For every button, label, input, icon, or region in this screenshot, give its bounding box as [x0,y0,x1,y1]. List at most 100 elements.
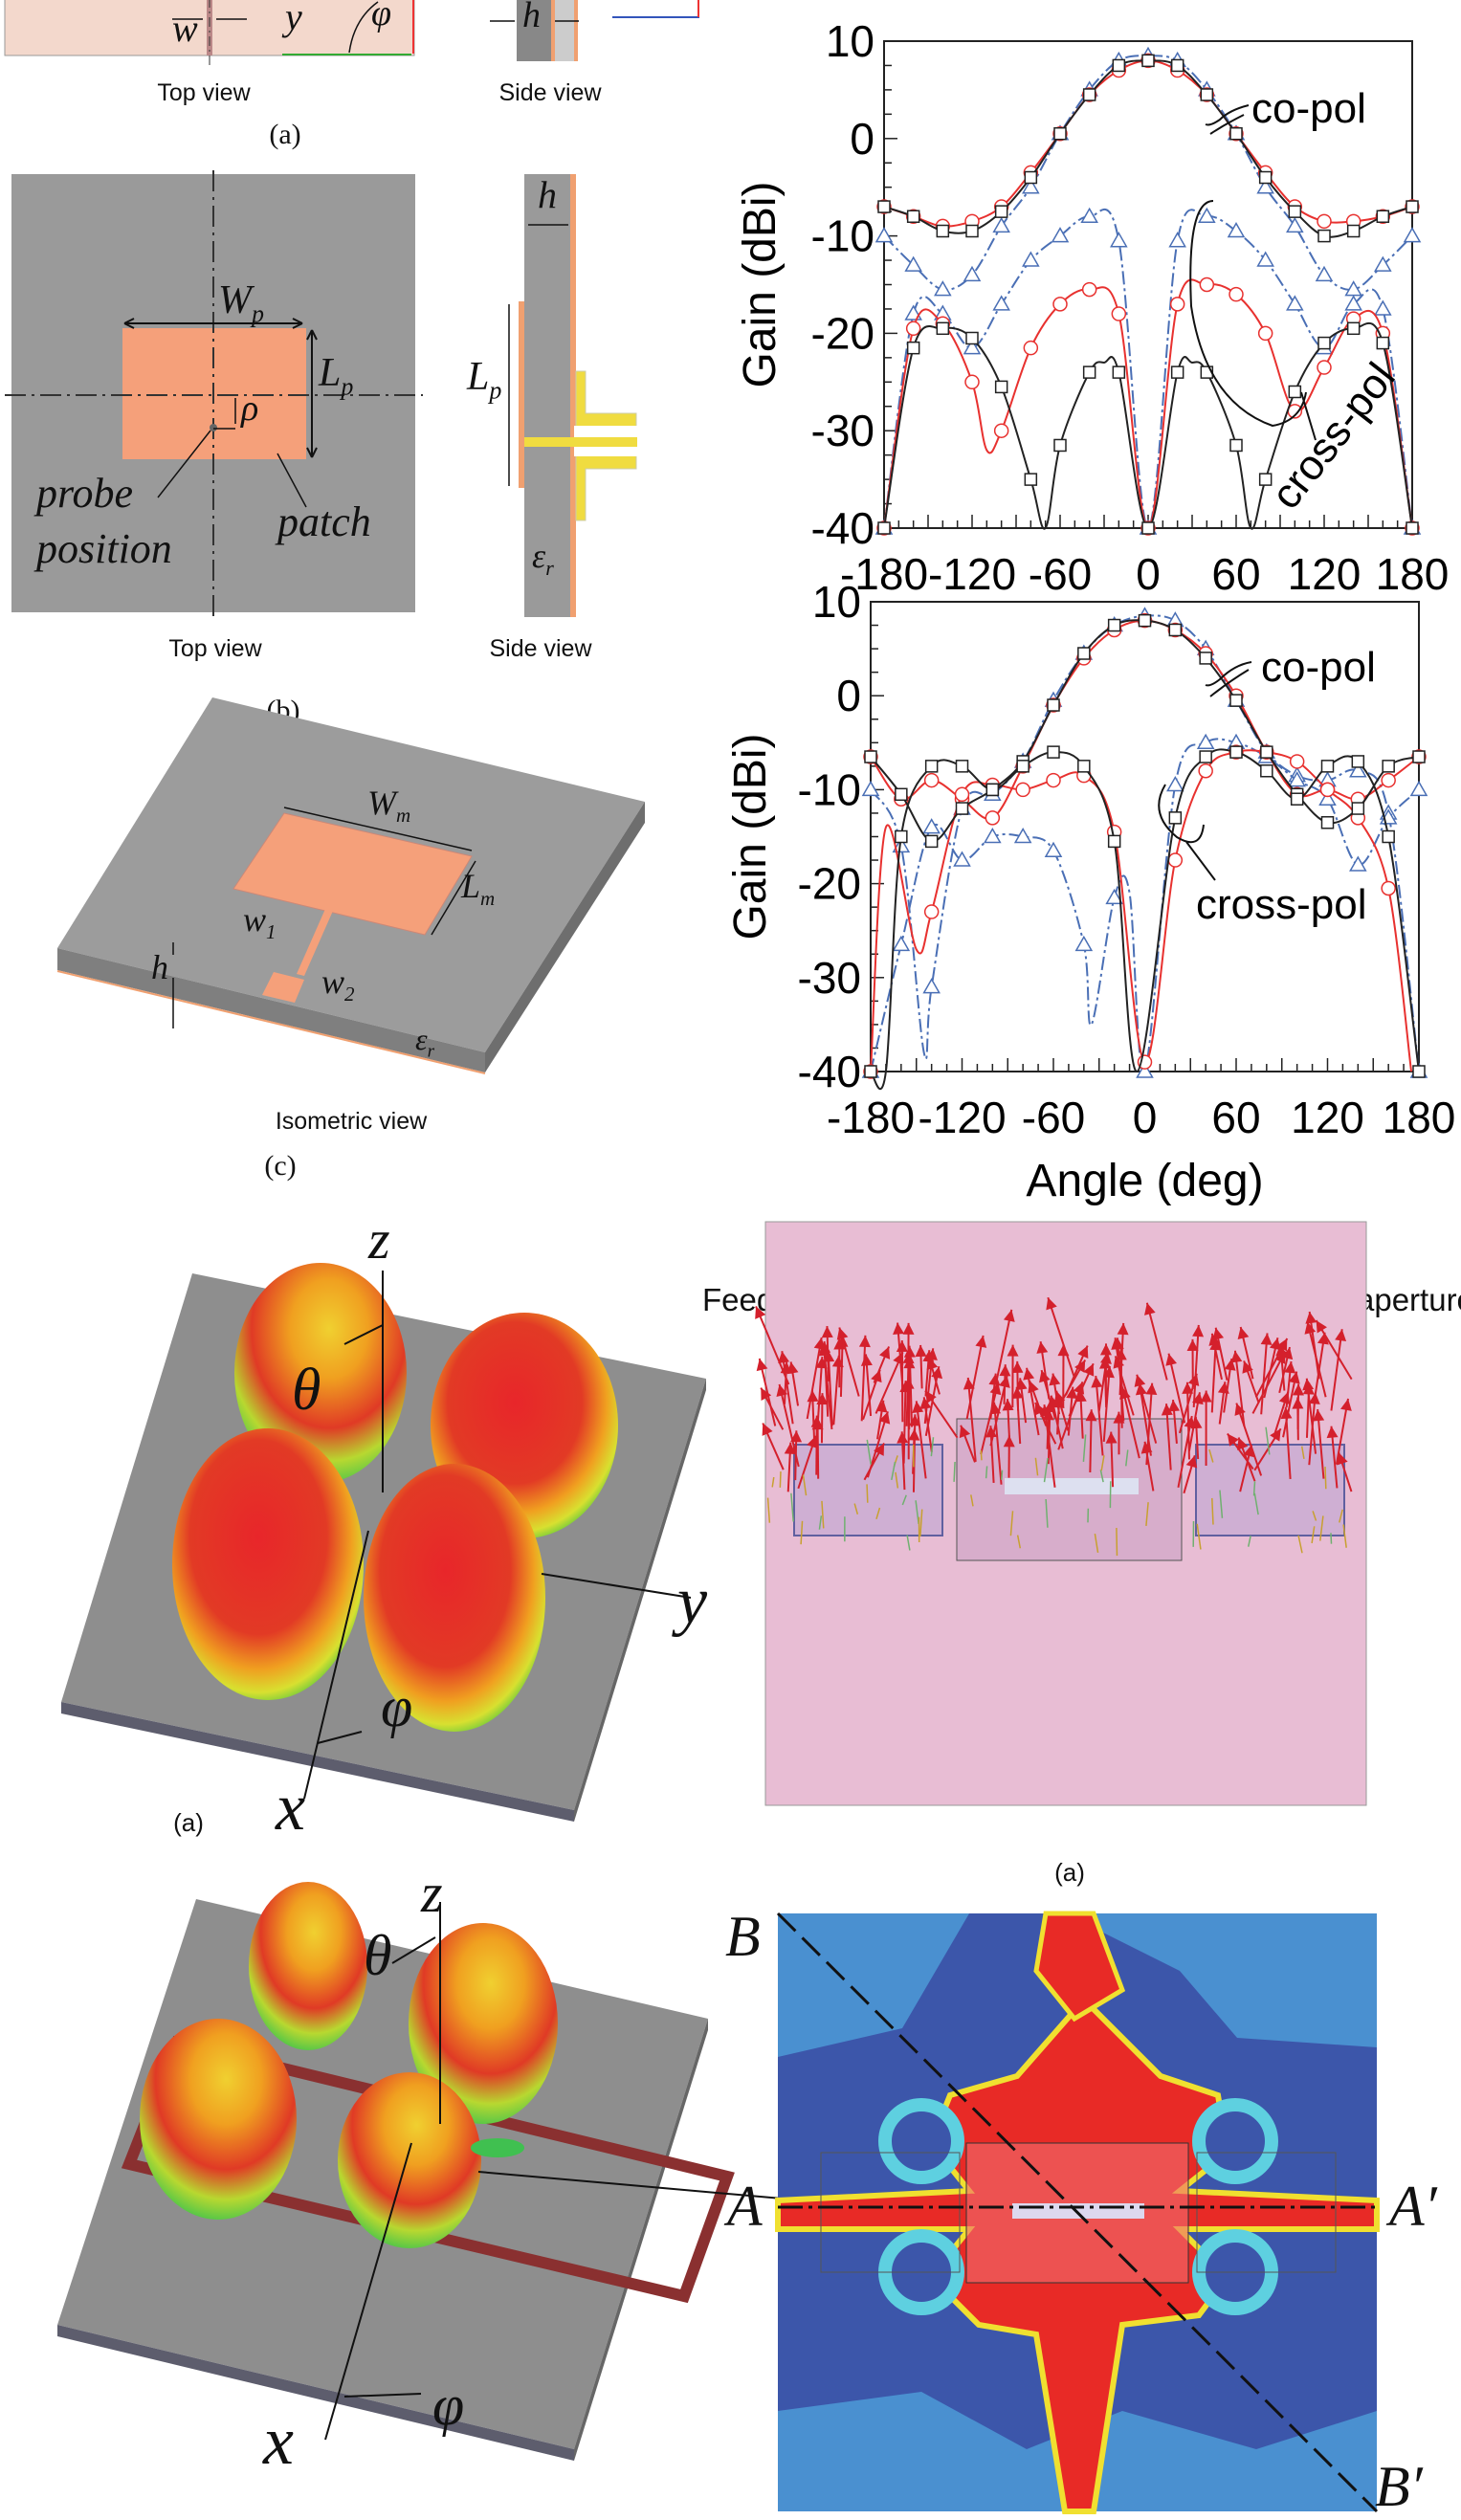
data-point [1112,307,1125,321]
data-point [1109,835,1120,847]
theta-label: θ [292,1357,321,1425]
data-point [1169,812,1181,824]
data-point [956,787,969,801]
label-b: B [725,1904,761,1970]
data-point [986,784,998,795]
data-point [1352,756,1363,767]
caption: (c) [264,1150,296,1183]
data-point [1025,474,1036,485]
y-tick-label: -10 [798,764,861,814]
data-point [1230,695,1242,706]
data-point [1025,172,1036,184]
z-label: z [368,1207,390,1271]
x-tick-label: 180 [1383,1093,1456,1142]
data-point [966,226,978,237]
y-tick-label: -40 [811,503,874,553]
probe-pin [524,437,637,447]
x-tick-label: -60 [1022,1093,1085,1142]
y-tick-label: -20 [811,308,874,358]
data-point [1078,648,1090,659]
probe-label: probe [36,469,133,518]
caption: (a) [1054,1858,1085,1888]
data-point [1054,439,1066,451]
data-point [937,322,948,334]
side-lp-label: Lp [467,354,501,405]
data-point [1172,59,1184,71]
er-label: εr [532,536,554,581]
legend-aperture-label: aperture [1357,1282,1461,1318]
data-point [1382,774,1395,787]
y-tick-label: -30 [798,953,861,1003]
field-arrow-small [867,1484,868,1502]
contour-plot [778,1913,1381,2511]
data-point [1261,746,1273,758]
feed-slot [1005,1478,1139,1494]
h-label: h [151,947,168,987]
field-arrow-small [986,1466,987,1478]
vector-field-plot [765,1222,1368,1807]
isometric-view-label: Isometric view [276,1108,427,1136]
data-point [926,835,938,847]
data-point [1261,765,1273,777]
data-point [907,321,920,335]
data-point [996,381,1007,392]
x-tick-label: 0 [1133,1093,1158,1142]
data-point [1383,831,1394,843]
data-point [1322,761,1334,772]
field-arrow-small [1002,1470,1003,1480]
data-point [1291,755,1304,768]
data-point [1317,361,1331,374]
data-point [1200,652,1211,664]
data-point [1113,366,1124,378]
data-point [1413,751,1425,763]
y-tick-label: -10 [811,211,874,261]
data-point [1289,386,1300,397]
data-point [995,424,1008,437]
data-point [957,761,968,772]
side-lobe [471,2138,524,2157]
lp-label: Lp [319,350,353,401]
label-b-prime: B′ [1375,2454,1423,2520]
data-point [878,522,890,534]
data-point [1406,201,1418,212]
data-point [1048,746,1059,758]
data-point [908,343,919,354]
data-point [937,226,948,237]
data-point [878,201,890,212]
lobe-back-left [249,1882,367,2050]
patch-label: patch [277,497,371,546]
y-tick-label: 0 [850,114,874,164]
data-point [1142,55,1154,66]
data-point [865,751,876,763]
data-point [1321,783,1335,796]
slot [1012,2203,1144,2219]
data-point [1016,783,1029,796]
data-point [1199,764,1212,778]
data-point [865,1066,876,1077]
lobe-front-left [172,1428,364,1700]
data-point [1024,342,1037,355]
data-point [1352,803,1363,814]
data-point [1413,1066,1425,1077]
lobe-front-right [338,2072,481,2248]
data-point [1406,522,1418,534]
pattern-3d-a-drawing [0,1186,727,1837]
data-point [1259,326,1273,340]
data-point [1230,439,1242,451]
data-point [1229,288,1243,301]
y-axis-title: Gain (dBi) [725,733,776,939]
data-point [896,788,907,800]
data-point [1377,210,1388,222]
wp-label: Wp [218,277,264,328]
probe-dot [210,424,217,431]
x-tick-label: 120 [1291,1093,1364,1142]
data-point [1017,761,1029,772]
x-tick-label: -180 [827,1093,915,1142]
data-point [1171,298,1184,311]
theta-label: θ [364,1923,391,1989]
y-tick-label: 10 [826,16,874,66]
data-point [1109,620,1120,631]
caption: (a) [173,1808,204,1838]
data-point [1201,89,1212,100]
data-point [925,774,939,787]
